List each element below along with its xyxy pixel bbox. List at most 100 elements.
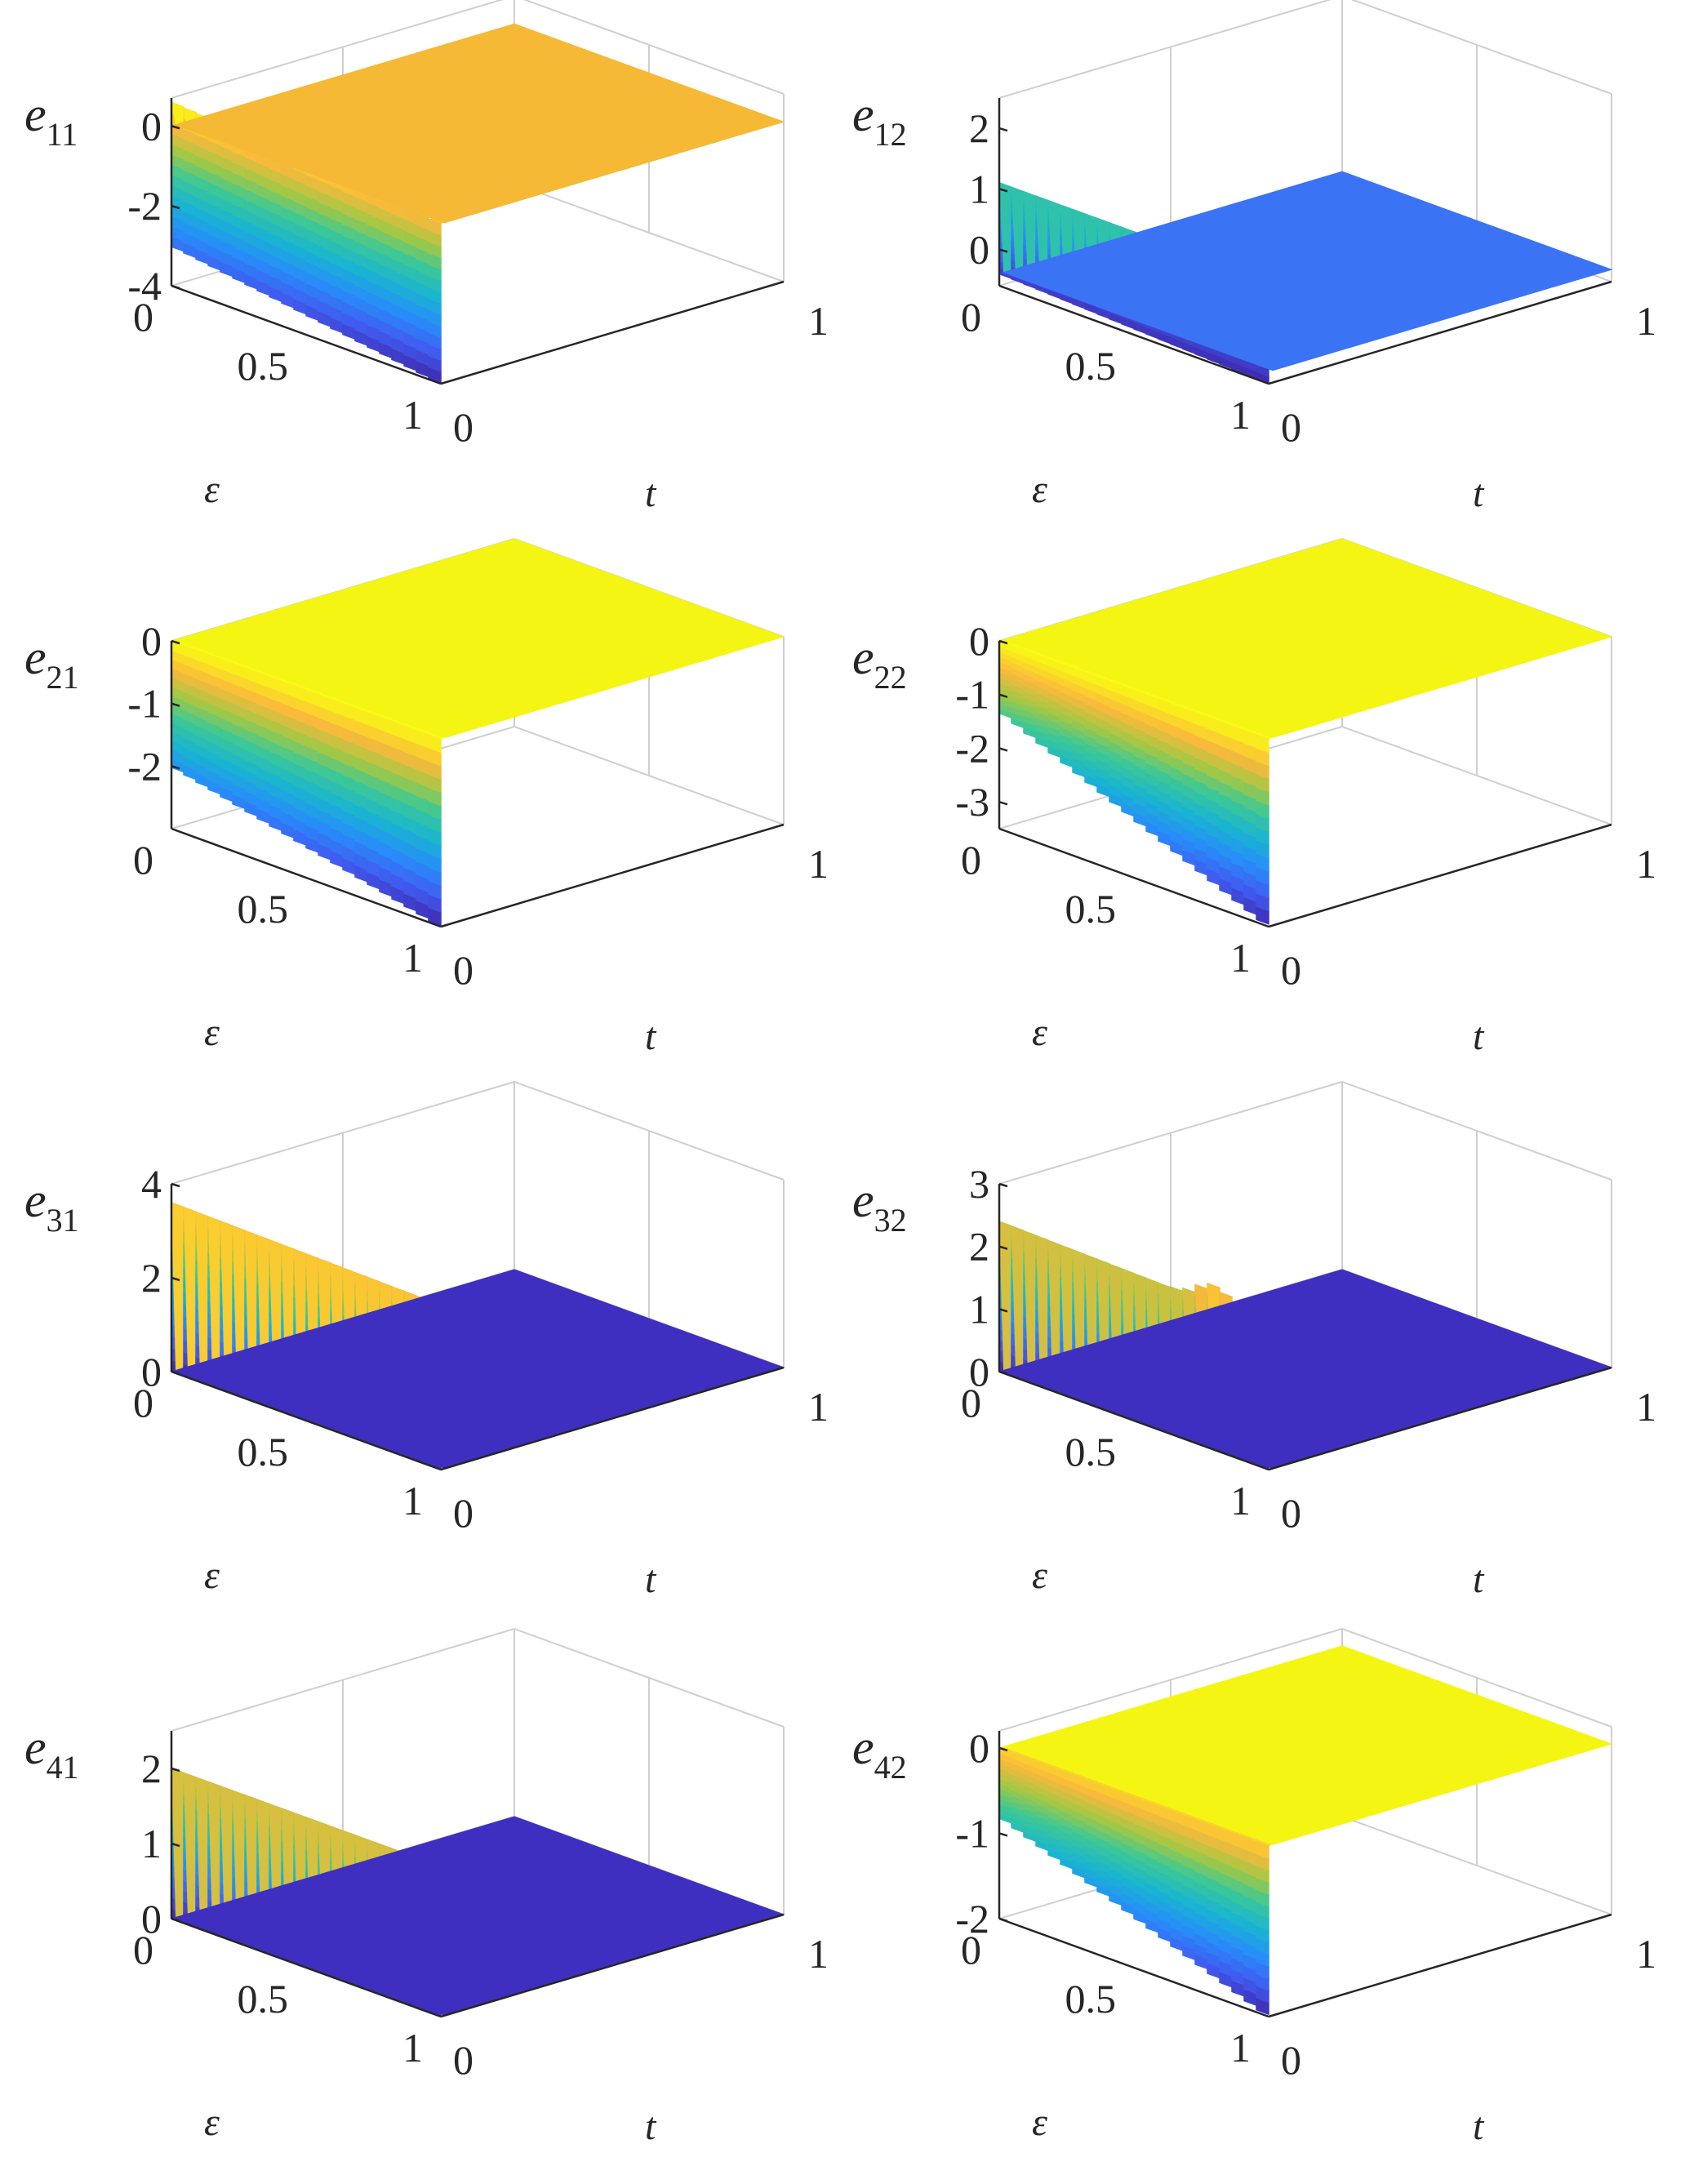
t-tick-label: 0 xyxy=(1281,2037,1301,2083)
eps-axis-label: ε xyxy=(204,468,220,511)
z-tick-label: -2 xyxy=(127,183,162,229)
z-tick-mark xyxy=(998,747,1008,752)
eps-tick-label: 1 xyxy=(1230,935,1251,981)
z-tick-mark xyxy=(998,1245,1008,1250)
surface-cell xyxy=(1134,688,1151,695)
surface-cell xyxy=(1158,1804,1176,1811)
t-axis-line xyxy=(440,823,785,928)
surface-cell xyxy=(282,679,299,686)
z-tick-mark xyxy=(998,1182,1008,1188)
surface-mesh xyxy=(171,1767,785,2018)
eps-axis-line xyxy=(998,827,1269,928)
z-tick-mark xyxy=(998,248,1008,253)
surface-cell xyxy=(1073,666,1090,673)
surface-cell xyxy=(208,652,225,659)
z-tick-mark xyxy=(171,765,180,770)
surface-cell xyxy=(1195,710,1212,717)
z-axis-label: e32 xyxy=(852,1173,907,1239)
eps-axis-label: ε xyxy=(204,1554,220,1597)
t-tick-label: 0 xyxy=(453,404,473,450)
surface-cell xyxy=(1085,1777,1102,1784)
eps-axis-line xyxy=(998,1917,1269,2018)
surface-cell xyxy=(1146,692,1163,699)
eps-tick-label: 1 xyxy=(402,392,423,438)
eps-tick-label: 0.5 xyxy=(238,886,289,932)
eps-tick-label: 0 xyxy=(961,1927,981,1973)
surface-mesh xyxy=(171,1202,785,1471)
surface-cell xyxy=(1048,657,1065,664)
eps-tick-label: 1 xyxy=(402,1478,423,1523)
z-tick-label: -3 xyxy=(955,779,989,825)
surface-cell xyxy=(1011,1750,1029,1757)
surface-cell xyxy=(380,715,397,722)
surface-cell xyxy=(1171,701,1188,708)
z-axis-label: e42 xyxy=(852,1720,907,1786)
z-tick-label: 0 xyxy=(969,618,989,664)
surface-cell xyxy=(1097,675,1114,682)
z-tick-label: 1 xyxy=(969,1286,989,1332)
surface-plateau xyxy=(1002,538,1613,739)
t-axis-label: t xyxy=(645,1558,657,1601)
z-tick-label: 0 xyxy=(969,1725,989,1771)
t-tick-label: 1 xyxy=(1636,1931,1656,1977)
z-axis-label: e11 xyxy=(24,87,78,153)
eps-tick-label: 0.5 xyxy=(1065,1429,1117,1475)
surface-cell xyxy=(233,661,250,668)
z-tick-label: -1 xyxy=(955,672,989,718)
surface-cell xyxy=(1024,648,1041,655)
surface-mesh xyxy=(998,538,1613,925)
z-tick-label: 0 xyxy=(969,226,989,272)
surface-cell xyxy=(1158,697,1176,704)
t-axis-line xyxy=(440,1913,785,2018)
t-axis-line xyxy=(1268,280,1612,385)
eps-axis-line xyxy=(998,284,1269,385)
surface-cell xyxy=(196,648,213,655)
z-tick-label: -4 xyxy=(127,263,162,309)
z-tick-mark xyxy=(998,1308,1008,1313)
surface-cell xyxy=(1060,661,1078,668)
eps-axis-label: ε xyxy=(1032,1554,1047,1597)
t-axis-line xyxy=(1268,823,1612,928)
eps-tick-label: 1 xyxy=(402,2025,423,2071)
z-tick-label: 2 xyxy=(969,1224,989,1270)
surface-mesh xyxy=(998,171,1613,385)
z-tick-label: -2 xyxy=(955,725,989,771)
surface-cell xyxy=(404,724,421,731)
z-tick-label: 1 xyxy=(141,1821,162,1866)
axis-lines xyxy=(170,1731,785,2018)
surface-cell xyxy=(269,675,287,682)
eps-axis-label: ε xyxy=(204,2101,220,2144)
t-axis-line xyxy=(440,1366,785,1471)
z-axis-label: e22 xyxy=(852,630,907,696)
surface-cell xyxy=(1024,1755,1041,1762)
z-tick-label: 0 xyxy=(141,1349,162,1394)
surface-cell xyxy=(257,670,274,677)
axis-lines xyxy=(998,1184,1612,1471)
surface-cell xyxy=(1195,1817,1212,1824)
surface-cell xyxy=(294,684,311,690)
z-tick-mark xyxy=(171,1767,180,1773)
surface-cell xyxy=(1183,706,1200,713)
z-tick-mark xyxy=(171,125,180,130)
z-tick-label: 0 xyxy=(141,618,162,664)
surface-mesh xyxy=(171,538,785,927)
z-tick-label: -2 xyxy=(127,743,162,789)
eps-tick-label: 0 xyxy=(961,837,981,883)
z-tick-mark xyxy=(998,693,1008,698)
surface-cell xyxy=(1060,1768,1078,1775)
z-tick-mark xyxy=(171,702,180,707)
z-tick-label: 2 xyxy=(141,1746,162,1791)
z-tick-mark xyxy=(171,639,180,645)
z-tick-mark xyxy=(171,1842,180,1848)
eps-tick-label: 0 xyxy=(133,1927,153,1973)
eps-tick-label: 1 xyxy=(1230,2025,1251,2071)
eps-axis-line xyxy=(171,827,442,928)
surface-cell xyxy=(1048,1764,1065,1771)
axis-lines xyxy=(170,98,785,385)
surface-cell xyxy=(416,728,433,735)
